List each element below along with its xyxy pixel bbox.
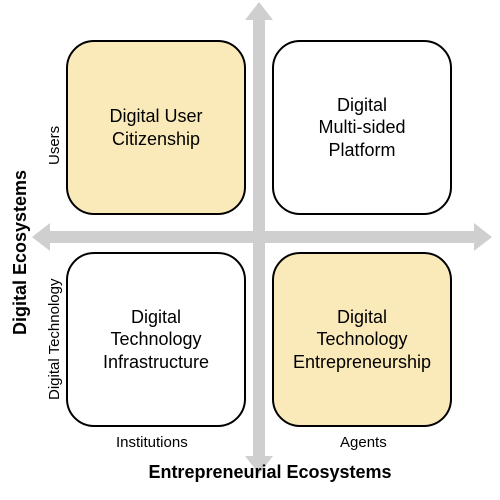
quadrant-bottom-left: DigitalTechnologyInfrastructure <box>66 252 246 427</box>
quadrant-label: Digital UserCitizenship <box>109 105 202 150</box>
quadrant-label: DigitalMulti-sidedPlatform <box>318 94 405 162</box>
x-tick-left: Institutions <box>116 434 188 451</box>
quadrant-top-right: DigitalMulti-sidedPlatform <box>272 40 452 215</box>
y-tick-bottom: Digital Technology <box>46 279 63 400</box>
y-tick-top: Users <box>46 126 63 165</box>
x-tick-right: Agents <box>340 434 387 451</box>
quadrant-label: DigitalTechnologyInfrastructure <box>103 306 209 374</box>
quadrant-diagram: Digital UserCitizenship DigitalMulti-sid… <box>0 0 500 500</box>
x-axis-arrow <box>48 231 476 243</box>
quadrant-label: DigitalTechnologyEntrepreneurship <box>293 306 431 374</box>
quadrant-bottom-right: DigitalTechnologyEntrepreneurship <box>272 252 452 427</box>
quadrant-top-left: Digital UserCitizenship <box>66 40 246 215</box>
x-axis-title: Entrepreneurial Ecosystems <box>0 462 500 483</box>
y-axis-title: Digital Ecosystems <box>10 170 31 335</box>
